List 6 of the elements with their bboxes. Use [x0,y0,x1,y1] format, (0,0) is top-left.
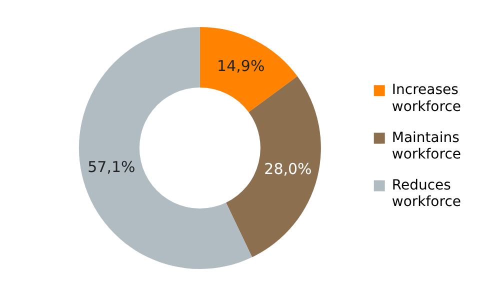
legend-label: Increases workforce [392,82,462,116]
data-label: 57,1% [88,158,136,176]
legend-label: Reduces workforce [392,177,462,210]
data-label: 28,0% [264,160,312,178]
data-label: 14,9% [217,56,265,75]
legend-label: Maintains workforce [392,130,462,163]
